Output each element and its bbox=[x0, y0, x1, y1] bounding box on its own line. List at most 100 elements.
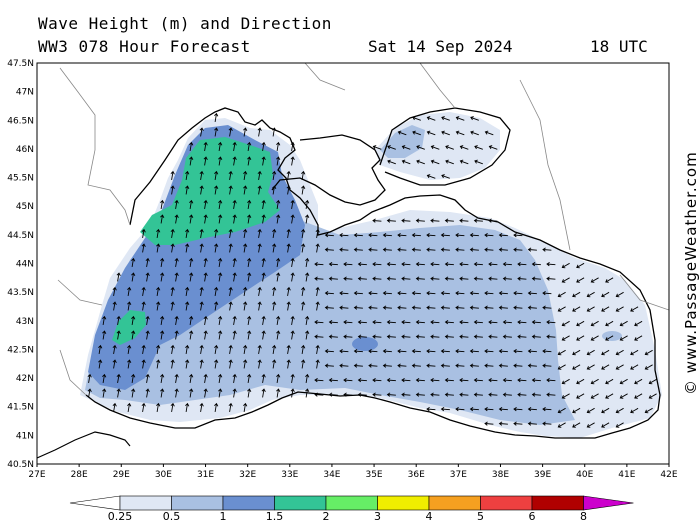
direction-arrow bbox=[619, 320, 628, 327]
direction-arrow bbox=[397, 305, 407, 310]
direction-arrow bbox=[557, 364, 566, 370]
direction-arrow bbox=[141, 228, 146, 238]
direction-arrow bbox=[199, 185, 204, 195]
direction-arrow bbox=[112, 402, 117, 412]
direction-arrow bbox=[272, 127, 277, 137]
azov-coast bbox=[379, 107, 511, 186]
direction-arrow bbox=[455, 363, 465, 368]
direction-arrow bbox=[127, 402, 132, 412]
direction-arrow bbox=[411, 305, 421, 310]
direction-arrow bbox=[441, 130, 450, 136]
direction-arrow bbox=[572, 291, 581, 298]
direction-arrow bbox=[531, 276, 541, 281]
direction-arrow bbox=[247, 330, 252, 340]
direction-arrow bbox=[272, 228, 277, 238]
direction-arrow bbox=[473, 320, 483, 325]
direction-arrow bbox=[290, 257, 295, 267]
direction-arrow bbox=[382, 247, 392, 252]
direction-arrow bbox=[199, 359, 204, 369]
copyright-text: © www.PassageWeather.com bbox=[682, 151, 700, 395]
lon-tick-label: 41E bbox=[618, 470, 635, 480]
direction-arrow bbox=[214, 243, 219, 253]
direction-arrow bbox=[473, 334, 483, 339]
direction-arrow bbox=[286, 286, 291, 296]
direction-arrow bbox=[397, 291, 407, 296]
direction-arrow bbox=[601, 349, 610, 356]
legend-label: 1.5 bbox=[266, 510, 284, 523]
direction-arrow bbox=[572, 422, 581, 428]
direction-arrow bbox=[247, 272, 252, 282]
direction-arrow bbox=[411, 233, 421, 238]
direction-arrow bbox=[339, 247, 349, 252]
direction-arrow bbox=[339, 305, 349, 310]
direction-arrow bbox=[247, 315, 252, 325]
direction-arrow bbox=[473, 262, 483, 267]
direction-arrow bbox=[189, 272, 194, 282]
direction-arrow bbox=[459, 276, 469, 281]
direction-arrow bbox=[368, 363, 378, 368]
direction-arrow bbox=[305, 373, 310, 383]
direction-arrow bbox=[141, 301, 146, 311]
direction-arrow bbox=[441, 174, 450, 179]
legend-swatch bbox=[531, 495, 584, 511]
lat-tick-label: 44N bbox=[16, 260, 34, 270]
direction-arrow bbox=[542, 349, 552, 354]
direction-arrow bbox=[243, 127, 248, 137]
legend-swatch bbox=[119, 495, 172, 511]
direction-arrow bbox=[145, 388, 150, 398]
direction-arrow bbox=[243, 344, 248, 354]
direction-arrow bbox=[411, 349, 421, 354]
direction-arrow bbox=[185, 185, 190, 195]
direction-arrow bbox=[243, 243, 248, 253]
direction-arrow bbox=[546, 320, 556, 325]
direction-arrow bbox=[455, 349, 465, 354]
direction-arrow bbox=[286, 344, 291, 354]
direction-arrow bbox=[542, 291, 552, 296]
direction-arrow bbox=[517, 276, 527, 281]
direction-arrow bbox=[357, 320, 367, 325]
direction-arrow bbox=[232, 214, 237, 224]
direction-arrow bbox=[357, 378, 367, 383]
direction-arrow bbox=[156, 243, 161, 253]
direction-arrow bbox=[276, 272, 281, 282]
direction-arrow bbox=[474, 159, 483, 165]
direction-arrow bbox=[243, 286, 248, 296]
direction-arrow bbox=[218, 257, 223, 267]
direction-arrow bbox=[415, 276, 425, 281]
direction-arrow bbox=[586, 306, 595, 312]
direction-arrow bbox=[484, 130, 494, 136]
bosphorus-coast bbox=[37, 431, 131, 459]
direction-arrow bbox=[572, 364, 581, 370]
direction-arrow bbox=[290, 388, 295, 398]
legend-label: 3 bbox=[374, 510, 381, 523]
legend-arrow-low bbox=[69, 495, 121, 511]
direction-arrow bbox=[502, 334, 512, 339]
direction-arrow bbox=[232, 272, 237, 282]
lat-tick-label: 45N bbox=[16, 202, 34, 212]
direction-arrow bbox=[426, 116, 436, 121]
direction-arrow bbox=[382, 291, 392, 296]
direction-arrow bbox=[185, 286, 190, 296]
direction-arrow bbox=[459, 320, 469, 325]
direction-arrow bbox=[455, 247, 465, 252]
direction-arrow bbox=[232, 373, 237, 383]
direction-arrow bbox=[576, 277, 585, 283]
direction-arrow bbox=[615, 364, 624, 370]
latitude-ticks: 47.5N 47N 46.5N 46N 45.5N 45N 44.5N 44N 43.5N 43N… bbox=[7, 59, 34, 470]
direction-arrow bbox=[644, 364, 653, 370]
direction-arrow bbox=[276, 214, 281, 224]
direction-arrow bbox=[156, 301, 161, 311]
direction-arrow bbox=[324, 305, 334, 310]
direction-arrow bbox=[189, 141, 194, 151]
direction-arrow bbox=[411, 291, 421, 296]
direction-arrow bbox=[630, 349, 639, 356]
direction-arrow bbox=[185, 402, 190, 412]
direction-arrow bbox=[401, 218, 411, 223]
direction-arrow bbox=[353, 349, 363, 354]
direction-arrow bbox=[372, 218, 382, 223]
direction-arrow bbox=[243, 301, 248, 311]
direction-arrow bbox=[469, 363, 479, 368]
direction-arrow bbox=[145, 330, 150, 340]
direction-arrow bbox=[305, 330, 310, 340]
